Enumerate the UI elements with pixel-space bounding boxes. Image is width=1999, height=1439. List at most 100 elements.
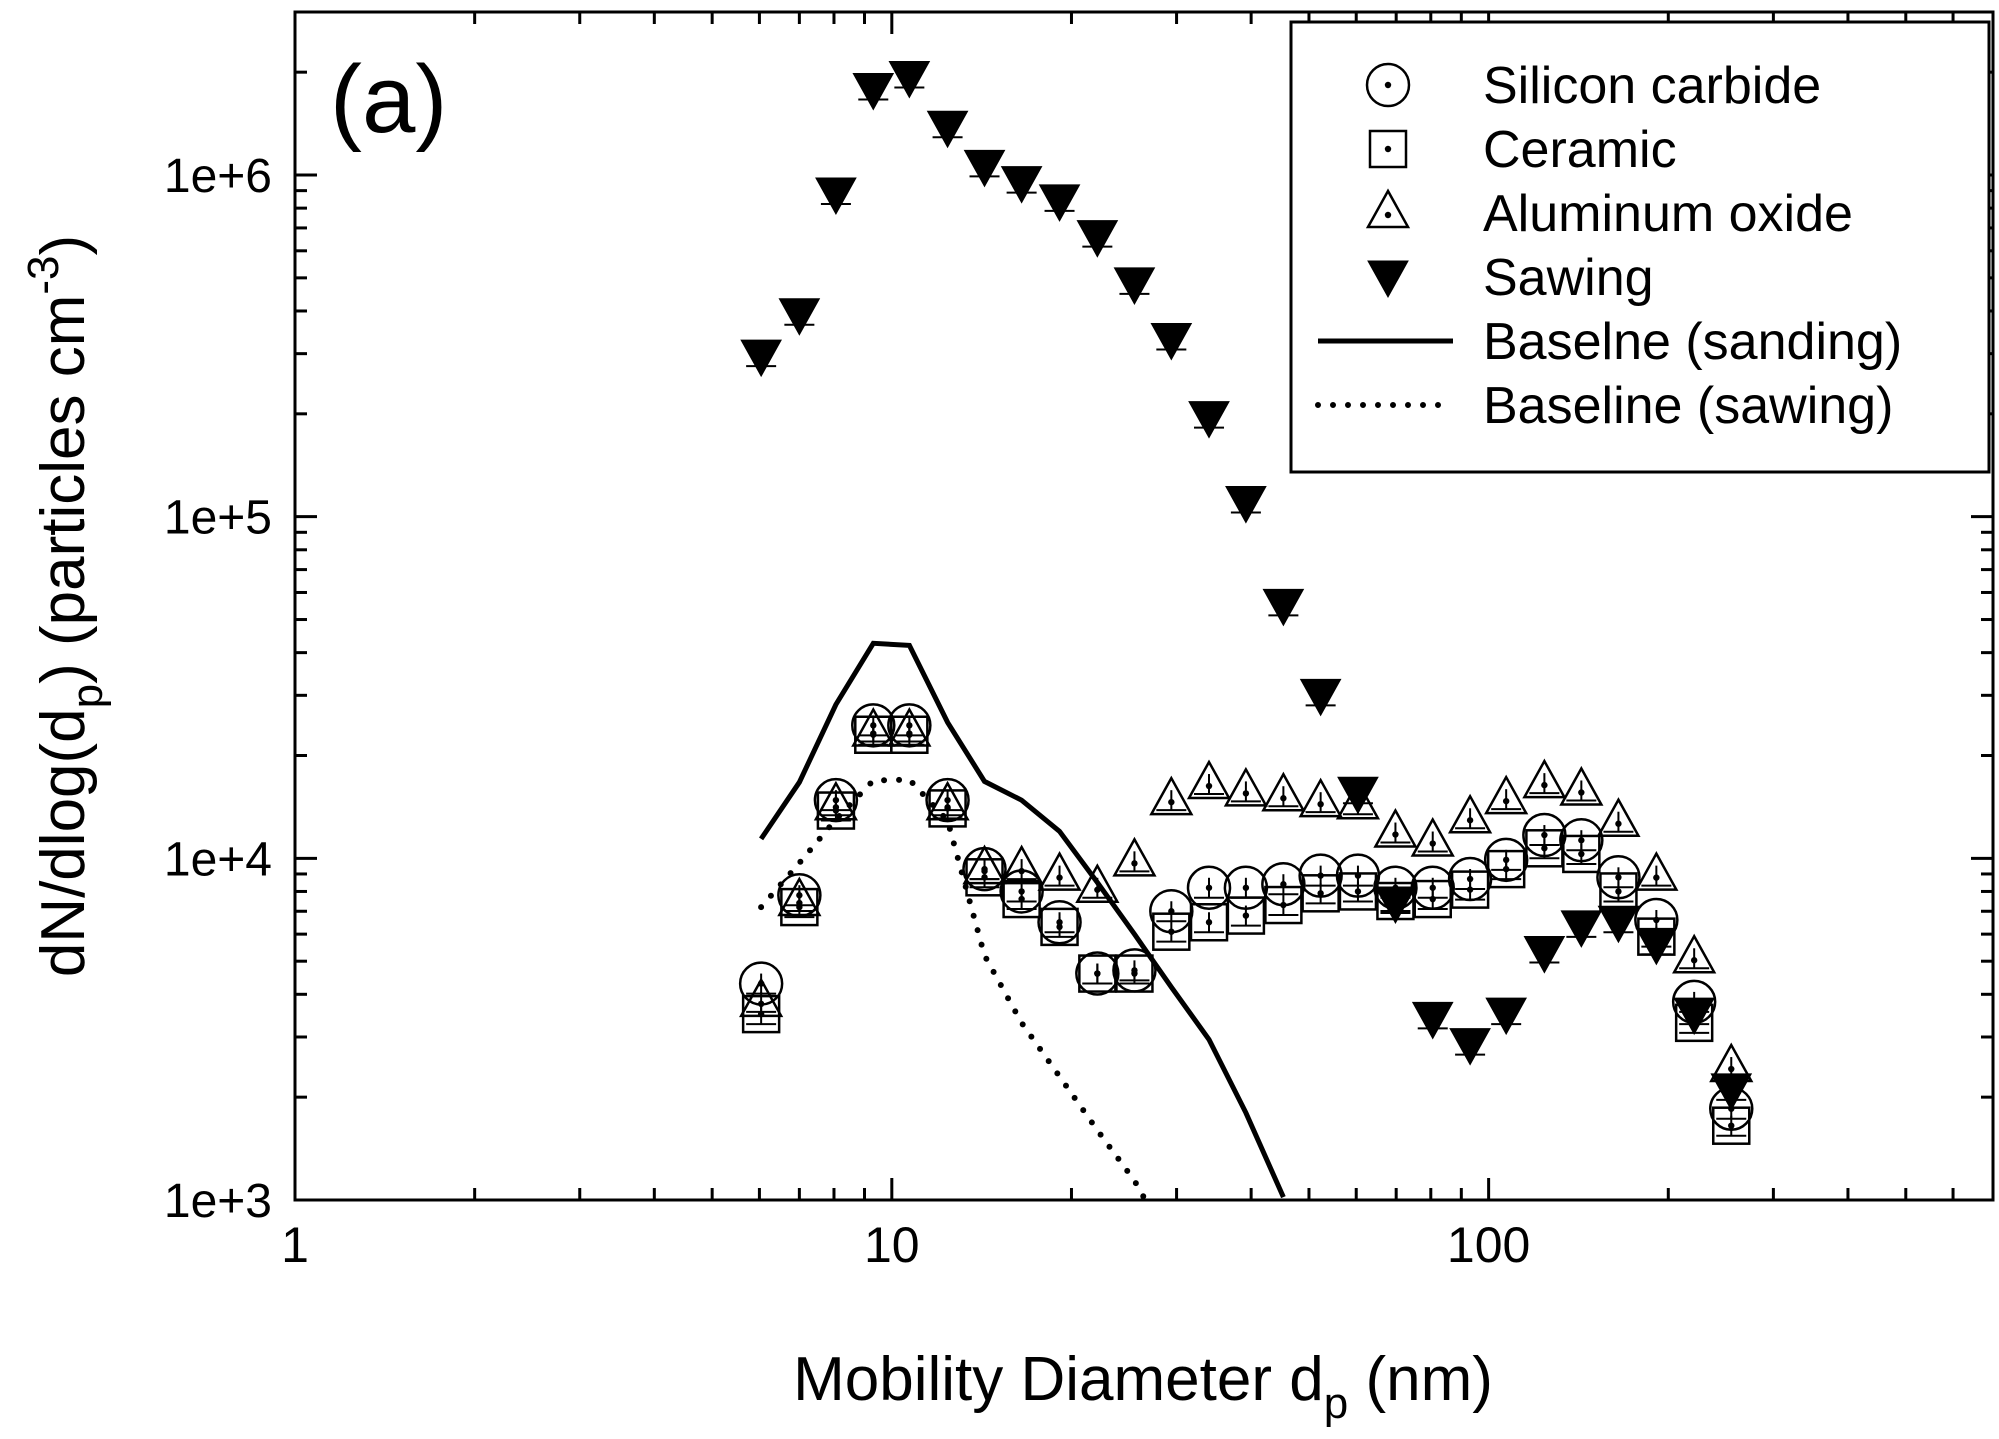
marker-triangle-down [1188, 401, 1230, 439]
marker-triangle [1672, 933, 1717, 974]
marker-dot [1615, 874, 1622, 881]
data-point [777, 876, 822, 917]
y-tick-label: 1e+4 [164, 833, 272, 886]
marker-square [890, 715, 929, 754]
marker-dot [944, 804, 951, 811]
marker-triangle [1373, 807, 1418, 848]
legend-item: Sawing [1367, 249, 1654, 307]
y-tick-label: 1e+6 [164, 150, 272, 203]
marker-triangle [1112, 836, 1157, 877]
legend-label: Ceramic [1483, 121, 1677, 179]
data-point [1078, 954, 1117, 993]
marker-dot [1429, 895, 1436, 903]
series-line-5 [758, 776, 1149, 1203]
data-point [1413, 879, 1452, 919]
marker-triangle-down [1635, 927, 1678, 966]
data-point [739, 977, 784, 1018]
marker-square [780, 887, 819, 927]
marker-dot [1094, 970, 1101, 977]
data-point [1298, 777, 1343, 818]
marker-dot [1502, 797, 1510, 805]
marker-square [1040, 907, 1079, 947]
data-point [1450, 870, 1490, 909]
data-point [1076, 220, 1119, 258]
marker-triangle-down [1523, 936, 1566, 974]
data-point [1186, 759, 1232, 800]
marker-triangle-down [926, 110, 969, 149]
data-point [1710, 1073, 1753, 1111]
marker-dot [1056, 923, 1063, 931]
marker-dot [981, 867, 988, 875]
marker-triangle-down [1150, 323, 1193, 361]
data-point [1486, 849, 1526, 889]
marker-dot [1384, 211, 1392, 219]
data-point [1447, 793, 1493, 834]
marker-square [1368, 129, 1408, 169]
x-tick-label: 10 [864, 1217, 920, 1273]
marker-triangle-down [1038, 184, 1081, 222]
marker-square [1413, 879, 1452, 919]
legend-label: Aluminum oxide [1483, 185, 1853, 243]
data-point [1223, 766, 1269, 807]
marker-dot [1690, 957, 1698, 964]
legend-marker [1368, 129, 1408, 169]
marker-circle [1186, 865, 1232, 911]
data-point [1559, 765, 1604, 806]
marker-triangle [851, 706, 896, 747]
data-point [1634, 851, 1679, 891]
data-point [1672, 933, 1717, 974]
marker-dot [1615, 820, 1622, 827]
marker-dot [1466, 817, 1474, 824]
marker-dot [1541, 845, 1548, 852]
data-point [1338, 872, 1378, 911]
data-point [925, 780, 970, 821]
marker-dot [870, 730, 877, 737]
marker-triangle-down [1262, 588, 1305, 627]
data-point [851, 706, 896, 747]
marker-dot [1242, 912, 1250, 919]
marker-triangle-down [1367, 260, 1409, 299]
data-point [1560, 910, 1603, 948]
marker-square [816, 791, 856, 830]
data-point [1150, 323, 1193, 361]
marker-triangle-down [1225, 486, 1267, 524]
axis-tick-labels-layer: 1 10 100 1e+3 1e+4 1e+5 1e+6 [164, 150, 1530, 1273]
marker-triangle [1410, 816, 1455, 857]
marker-triangle [1186, 759, 1232, 800]
marker-circle [925, 777, 970, 823]
data-point [1410, 816, 1455, 857]
marker-dot [1018, 895, 1025, 903]
legend-label: Sawing [1483, 249, 1654, 307]
data-point [962, 844, 1007, 885]
marker-triangle [887, 706, 932, 747]
marker-dot [1541, 831, 1548, 839]
marker-triangle-down [1485, 997, 1528, 1036]
marker-triangle-down [1337, 776, 1379, 815]
marker-triangle-down [1113, 267, 1156, 305]
marker-dot [1168, 928, 1175, 935]
marker-triangle [1261, 771, 1306, 812]
marker-square [1115, 954, 1154, 993]
legend-label: Silicon carbide [1483, 57, 1821, 115]
x-tick-label: 1 [281, 1217, 309, 1273]
marker-circle [1037, 900, 1082, 945]
marker-triangle-down [1710, 1073, 1753, 1111]
marker-dot [757, 1000, 765, 1008]
data-point [1115, 954, 1154, 993]
marker-dot [1317, 890, 1324, 897]
series-markers-2 [739, 706, 1754, 1083]
marker-dot [1578, 789, 1585, 796]
marker-square [1152, 912, 1191, 951]
marker-triangle [962, 844, 1007, 885]
marker-triangle [1484, 774, 1529, 815]
series-line-4 [759, 640, 1286, 1199]
marker-triangle [1223, 766, 1269, 807]
data-point [815, 177, 857, 216]
x-axis-title: Mobility Diameter dp (nm) [793, 1345, 1493, 1428]
marker-dot [1728, 1122, 1735, 1129]
marker-dot [906, 730, 913, 737]
marker-dot [1429, 840, 1436, 847]
marker-square [1226, 896, 1266, 935]
marker-triangle [1365, 188, 1411, 229]
marker-triangle [1149, 775, 1194, 816]
